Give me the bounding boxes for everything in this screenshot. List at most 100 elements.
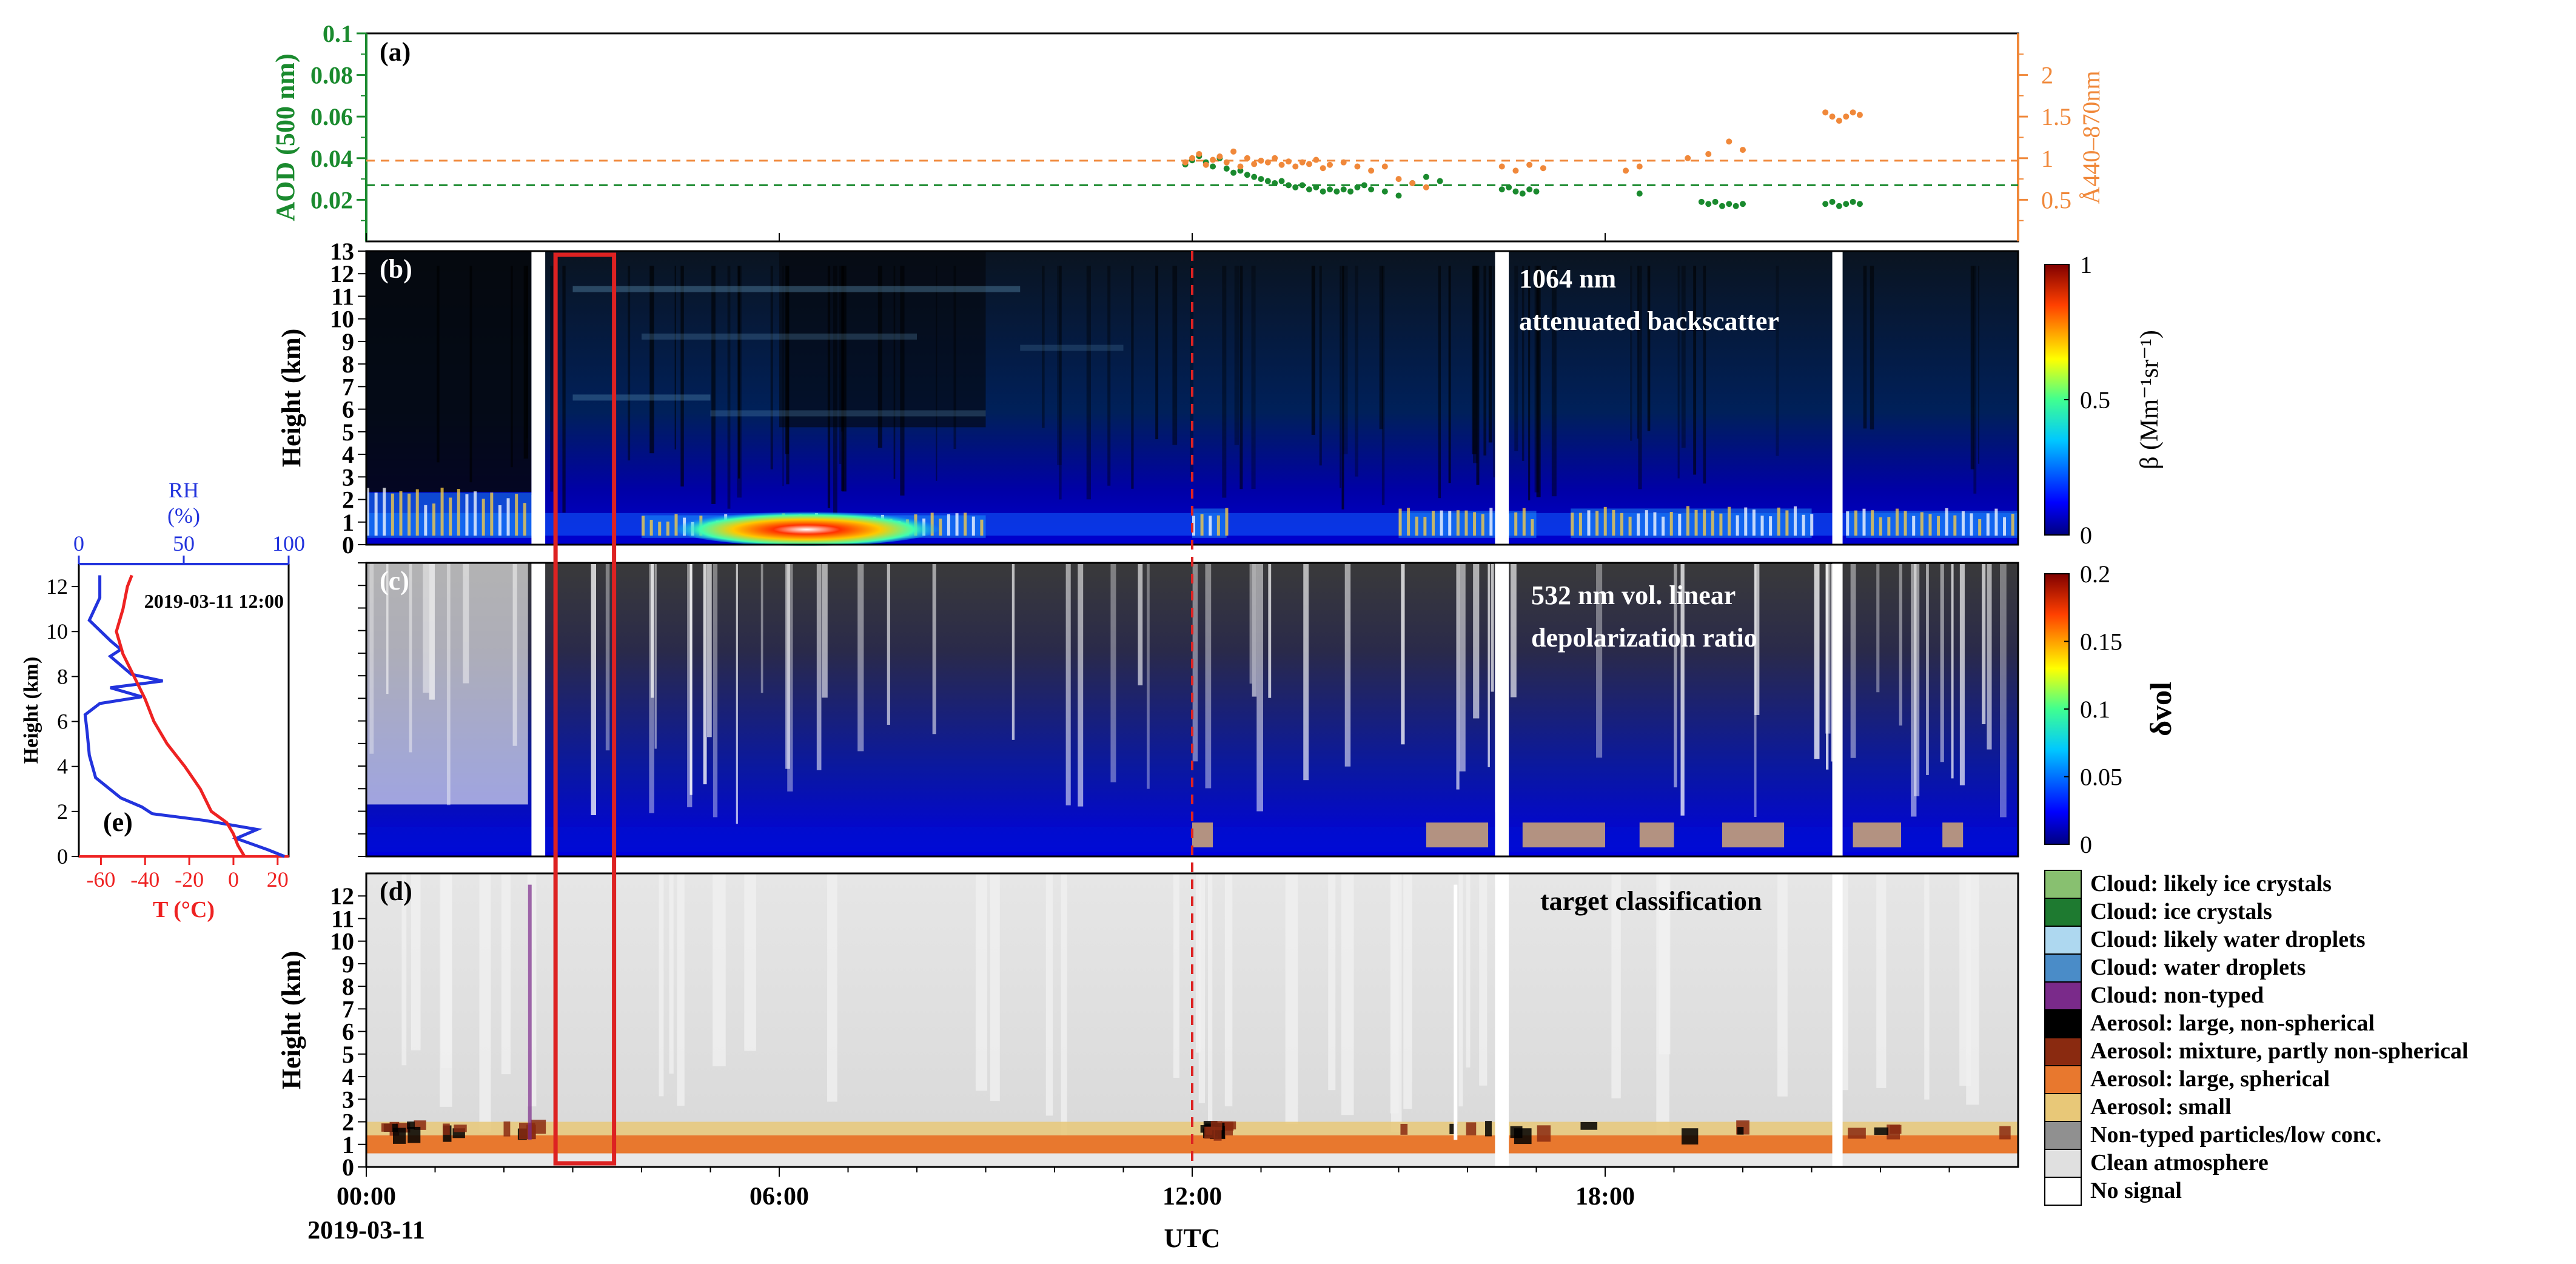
cloud-column	[457, 489, 460, 536]
aod-tick-label: 0.08	[310, 62, 353, 89]
aod-point	[1333, 188, 1340, 195]
signal-streak	[1147, 564, 1150, 789]
signal-streak	[511, 266, 513, 468]
height-tick-label: 6	[342, 396, 354, 423]
aod-point	[1354, 184, 1361, 190]
signal-streak	[1311, 266, 1315, 435]
legend-swatch	[2044, 926, 2082, 955]
cloud-column	[1481, 514, 1484, 536]
aod-point	[1251, 173, 1258, 180]
aerosol-patch	[1514, 1128, 1532, 1145]
signal-streak	[1344, 564, 1351, 767]
clean-column	[975, 873, 988, 1091]
aerosol-patch	[1737, 1127, 1744, 1135]
clean-column	[1841, 873, 1848, 1091]
cloud-column	[666, 521, 669, 536]
cloud-column	[1489, 508, 1493, 536]
clean-column	[1390, 873, 1399, 1114]
rh-tick-label: 100	[272, 531, 305, 556]
signal-streak	[1493, 266, 1495, 478]
cloud-column	[1662, 516, 1665, 536]
cloud-column	[415, 489, 419, 536]
height-tick-label: 3	[342, 463, 354, 491]
signal-streak	[1059, 266, 1062, 500]
aod-point	[1726, 201, 1732, 207]
cloud-column	[1473, 512, 1477, 536]
signal-streak	[822, 564, 828, 698]
height-axis-label: Height (km)	[20, 657, 42, 764]
cloud-column	[1571, 513, 1574, 536]
cloud-column	[1887, 517, 1891, 536]
cloud-column	[1961, 511, 1965, 536]
depol-cloud-patch	[1426, 822, 1489, 848]
date-label: 2019-03-11	[307, 1217, 425, 1245]
cloud-column	[1456, 510, 1460, 536]
height-tick-label: 8	[57, 664, 68, 688]
height-tick-label: 12	[46, 574, 68, 599]
aod-point	[1230, 169, 1237, 176]
cloud-column	[2003, 517, 2007, 536]
aerosol-patch	[1848, 1128, 1866, 1139]
cloud-column	[1879, 517, 1882, 536]
cloud-column	[1777, 507, 1780, 536]
signal-streak	[1319, 266, 1322, 466]
signal-streak	[1551, 266, 1557, 497]
cloud-column	[1448, 511, 1452, 536]
angstrom-point	[1264, 159, 1271, 166]
panel-b-title-2: attenuated backscatter	[1519, 306, 1779, 336]
signal-streak	[1448, 266, 1451, 483]
cloud-column	[490, 492, 494, 536]
aod-axis-label: AOD (500 nm)	[270, 53, 300, 221]
signal-streak	[736, 564, 738, 824]
aerosol-patch	[381, 1123, 392, 1132]
signal-streak	[842, 266, 847, 492]
signal-streak	[893, 266, 896, 479]
depol-colorbar-tick-label: 0.2	[2080, 560, 2110, 588]
cloud-column	[1645, 510, 1648, 536]
signal-streak	[877, 266, 882, 448]
cloud-column	[1895, 508, 1899, 536]
cloud-column	[449, 497, 452, 536]
aod-point	[1313, 184, 1320, 190]
depol-colorbar-tick-label: 0	[2080, 831, 2092, 858]
aod-point	[1292, 184, 1299, 190]
signal-streak	[1940, 564, 1944, 762]
cloud-column	[1440, 510, 1443, 536]
rh-tick-label: 50	[173, 531, 195, 556]
signal-streak	[1268, 564, 1272, 698]
signal-streak	[1911, 564, 1917, 817]
cloud-column	[1736, 515, 1739, 536]
cloud-column	[1912, 516, 1916, 536]
angstrom-point	[1409, 180, 1416, 186]
cloud-column	[1531, 519, 1534, 536]
cloud-column	[971, 516, 975, 536]
signal-streak	[550, 266, 554, 492]
aerosol-patch	[1537, 1125, 1551, 1142]
beta-colorbar-tick-label: 1	[2080, 251, 2092, 278]
cloud-column	[642, 516, 645, 536]
clean-column	[1285, 873, 1298, 1124]
clean-column	[441, 873, 452, 1068]
aod-point	[1299, 182, 1306, 189]
aod-point	[1272, 180, 1278, 186]
cloud-column	[1209, 516, 1212, 536]
angstrom-tick-label: 0.5	[2041, 186, 2071, 213]
angstrom-point	[1244, 155, 1250, 161]
clean-column	[1924, 873, 1930, 1100]
cloud-column	[1603, 506, 1607, 536]
cloud-column	[465, 494, 469, 536]
aod-point	[1822, 201, 1829, 207]
signal-streak	[1681, 266, 1686, 448]
cloud-column	[1686, 506, 1689, 536]
aerosol-patch	[1682, 1128, 1699, 1145]
signal-streak	[689, 564, 693, 795]
height-tick-label: 12	[330, 882, 354, 910]
legend-label: Clean atmosphere	[2090, 1150, 2269, 1175]
angstrom-point	[1196, 150, 1202, 157]
signal-streak	[1521, 266, 1524, 461]
height-tick-label: 1	[342, 1131, 354, 1158]
legend-label: Aerosol: large, spherical	[2090, 1066, 2330, 1092]
clean-column	[1341, 873, 1354, 1115]
